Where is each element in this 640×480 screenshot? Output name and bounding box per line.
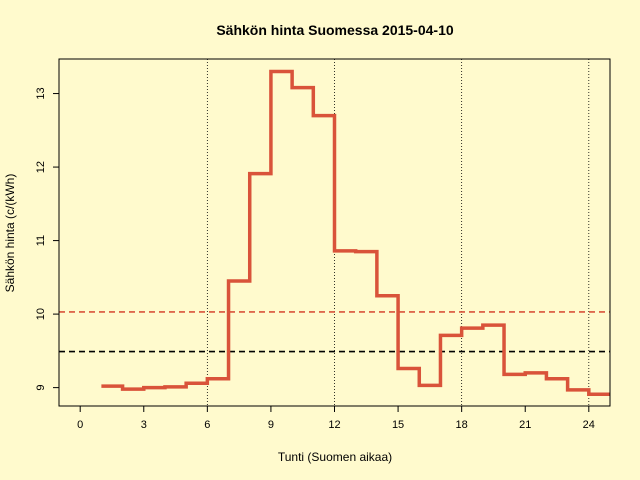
x-axis-label: Tunti (Suomen aikaa) bbox=[278, 450, 392, 464]
y-tick-label: 9 bbox=[35, 385, 47, 391]
x-tick-label: 9 bbox=[268, 419, 274, 431]
y-tick-label: 11 bbox=[35, 235, 47, 246]
x-tick-label: 24 bbox=[583, 419, 595, 431]
x-tick-label: 3 bbox=[141, 419, 147, 431]
y-axis-label: Sähkön hinta (c/(kWh) bbox=[3, 174, 17, 293]
x-tick-label: 15 bbox=[392, 419, 404, 431]
x-tick-label: 18 bbox=[456, 419, 468, 431]
y-tick-label: 12 bbox=[35, 161, 47, 173]
x-tick-label: 12 bbox=[328, 419, 340, 431]
x-tick-label: 6 bbox=[204, 419, 210, 431]
series-line bbox=[101, 69, 610, 396]
x-tick-label: 0 bbox=[77, 419, 83, 431]
chart-title: Sähkön hinta Suomessa 2015-04-10 bbox=[216, 22, 454, 38]
y-tick-label: 13 bbox=[35, 87, 47, 99]
y-tick-label: 10 bbox=[35, 308, 47, 320]
x-tick-label: 21 bbox=[519, 419, 531, 431]
plot-area: 0 3 6 9 12 15 18 21 24 9 10 11 12 13 bbox=[35, 58, 611, 431]
